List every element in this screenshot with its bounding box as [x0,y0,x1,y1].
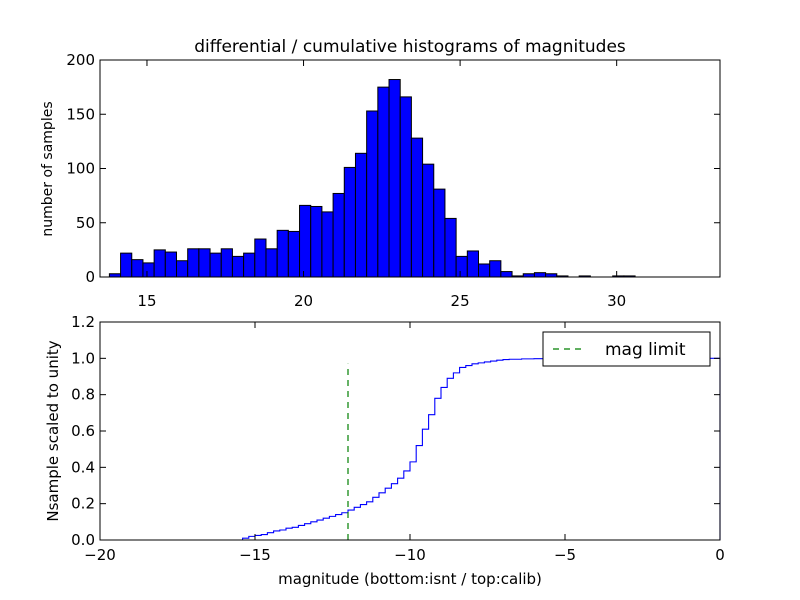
cumulative-step-line [100,357,721,541]
legend-label-mag-limit: mag limit [605,340,686,360]
histogram-bar [131,259,144,278]
bottom-x-axis-label: magnitude (bottom:isnt / top:calib) [278,570,542,588]
bottom-x-tick-label: −10 [394,546,426,564]
top-x-tick-label: 20 [294,292,313,310]
top-chart-title: differential / cumulative histograms of … [194,37,626,57]
histogram-bar [153,249,166,278]
top-x-tick-label: 30 [607,292,626,310]
histogram-bar [533,272,547,278]
histogram-bar [164,251,178,278]
bottom-y-tick-label: 0.4 [71,458,95,476]
histogram-bar [254,238,267,278]
bottom-ticks-group: −20 −15 −10 −5 0 0.0 0.2 0.4 0.6 0.8 1.0 1.2 [71,313,725,564]
legend-box [542,331,711,367]
top-x-tick-label: 25 [451,292,470,310]
histogram-bar [176,260,189,278]
bottom-y-tick-label: 0.2 [71,495,95,513]
top-y-tick-label: 200 [66,51,95,69]
bottom-x-tick-label: −20 [84,546,116,564]
histogram-bar [187,248,200,278]
histogram-bar [120,252,133,278]
bottom-plot-frame [99,321,721,541]
bottom-lines-group [100,357,721,541]
histogram-bar [321,211,334,278]
top-y-tick-label: 150 [66,105,95,123]
histogram-bar [343,166,356,278]
histogram-bar [377,86,390,278]
bottom-cumulative-panel: Nsample scaled to unity magnitude (botto… [44,313,725,588]
histogram-bar [478,263,491,278]
histogram-bar [209,252,222,278]
top-y-axis-label: number of samples [40,101,56,236]
histogram-bar [332,192,345,278]
bottom-x-tick-label: −15 [239,546,271,564]
bottom-y-tick-label: 1.2 [71,313,95,331]
histogram-bar [489,260,502,278]
bottom-y-tick-label: 0.8 [71,386,95,404]
histogram-bar [410,137,424,278]
top-ticks-group: 15 20 25 30 0 50 100 150 200 [66,51,720,310]
histogram-bar [310,205,323,278]
top-plot-frame [99,59,721,278]
histogram-bar [220,248,233,278]
top-y-tick-label: 0 [85,268,95,286]
histogram-bar [265,248,278,278]
histogram-bar [276,229,289,278]
histogram-bar [500,271,513,278]
histogram-bar [287,230,301,278]
histogram-bar [299,204,312,278]
bottom-y-axis-label: Nsample scaled to unity [44,340,62,521]
bottom-x-tick-label: 0 [715,546,725,564]
histogram-bar [231,255,245,278]
histogram-bar [433,188,446,278]
top-y-tick-label: 100 [66,160,95,178]
bottom-y-tick-label: 1.0 [71,349,95,367]
bottom-y-tick-label: 0.6 [71,422,95,440]
histogram-bar [354,152,368,278]
top-histogram-panel: differential / cumulative histograms of … [40,37,721,310]
histogram-bar [198,248,211,278]
top-x-tick-label: 15 [137,292,156,310]
histogram-bar [455,255,468,278]
histogram-bar [399,96,412,278]
legend: mag limit [542,331,711,367]
histogram-bar [366,110,379,278]
histogram-bar [388,79,401,278]
histogram-bar [142,262,155,278]
bottom-x-tick-label: −5 [554,546,576,564]
bottom-y-tick-label: 0.0 [71,531,95,549]
histogram-bar [466,250,480,278]
top-y-tick-label: 50 [76,214,95,232]
histogram-bar [243,252,256,278]
histogram-bar [444,217,457,278]
histogram-bar [422,163,435,278]
